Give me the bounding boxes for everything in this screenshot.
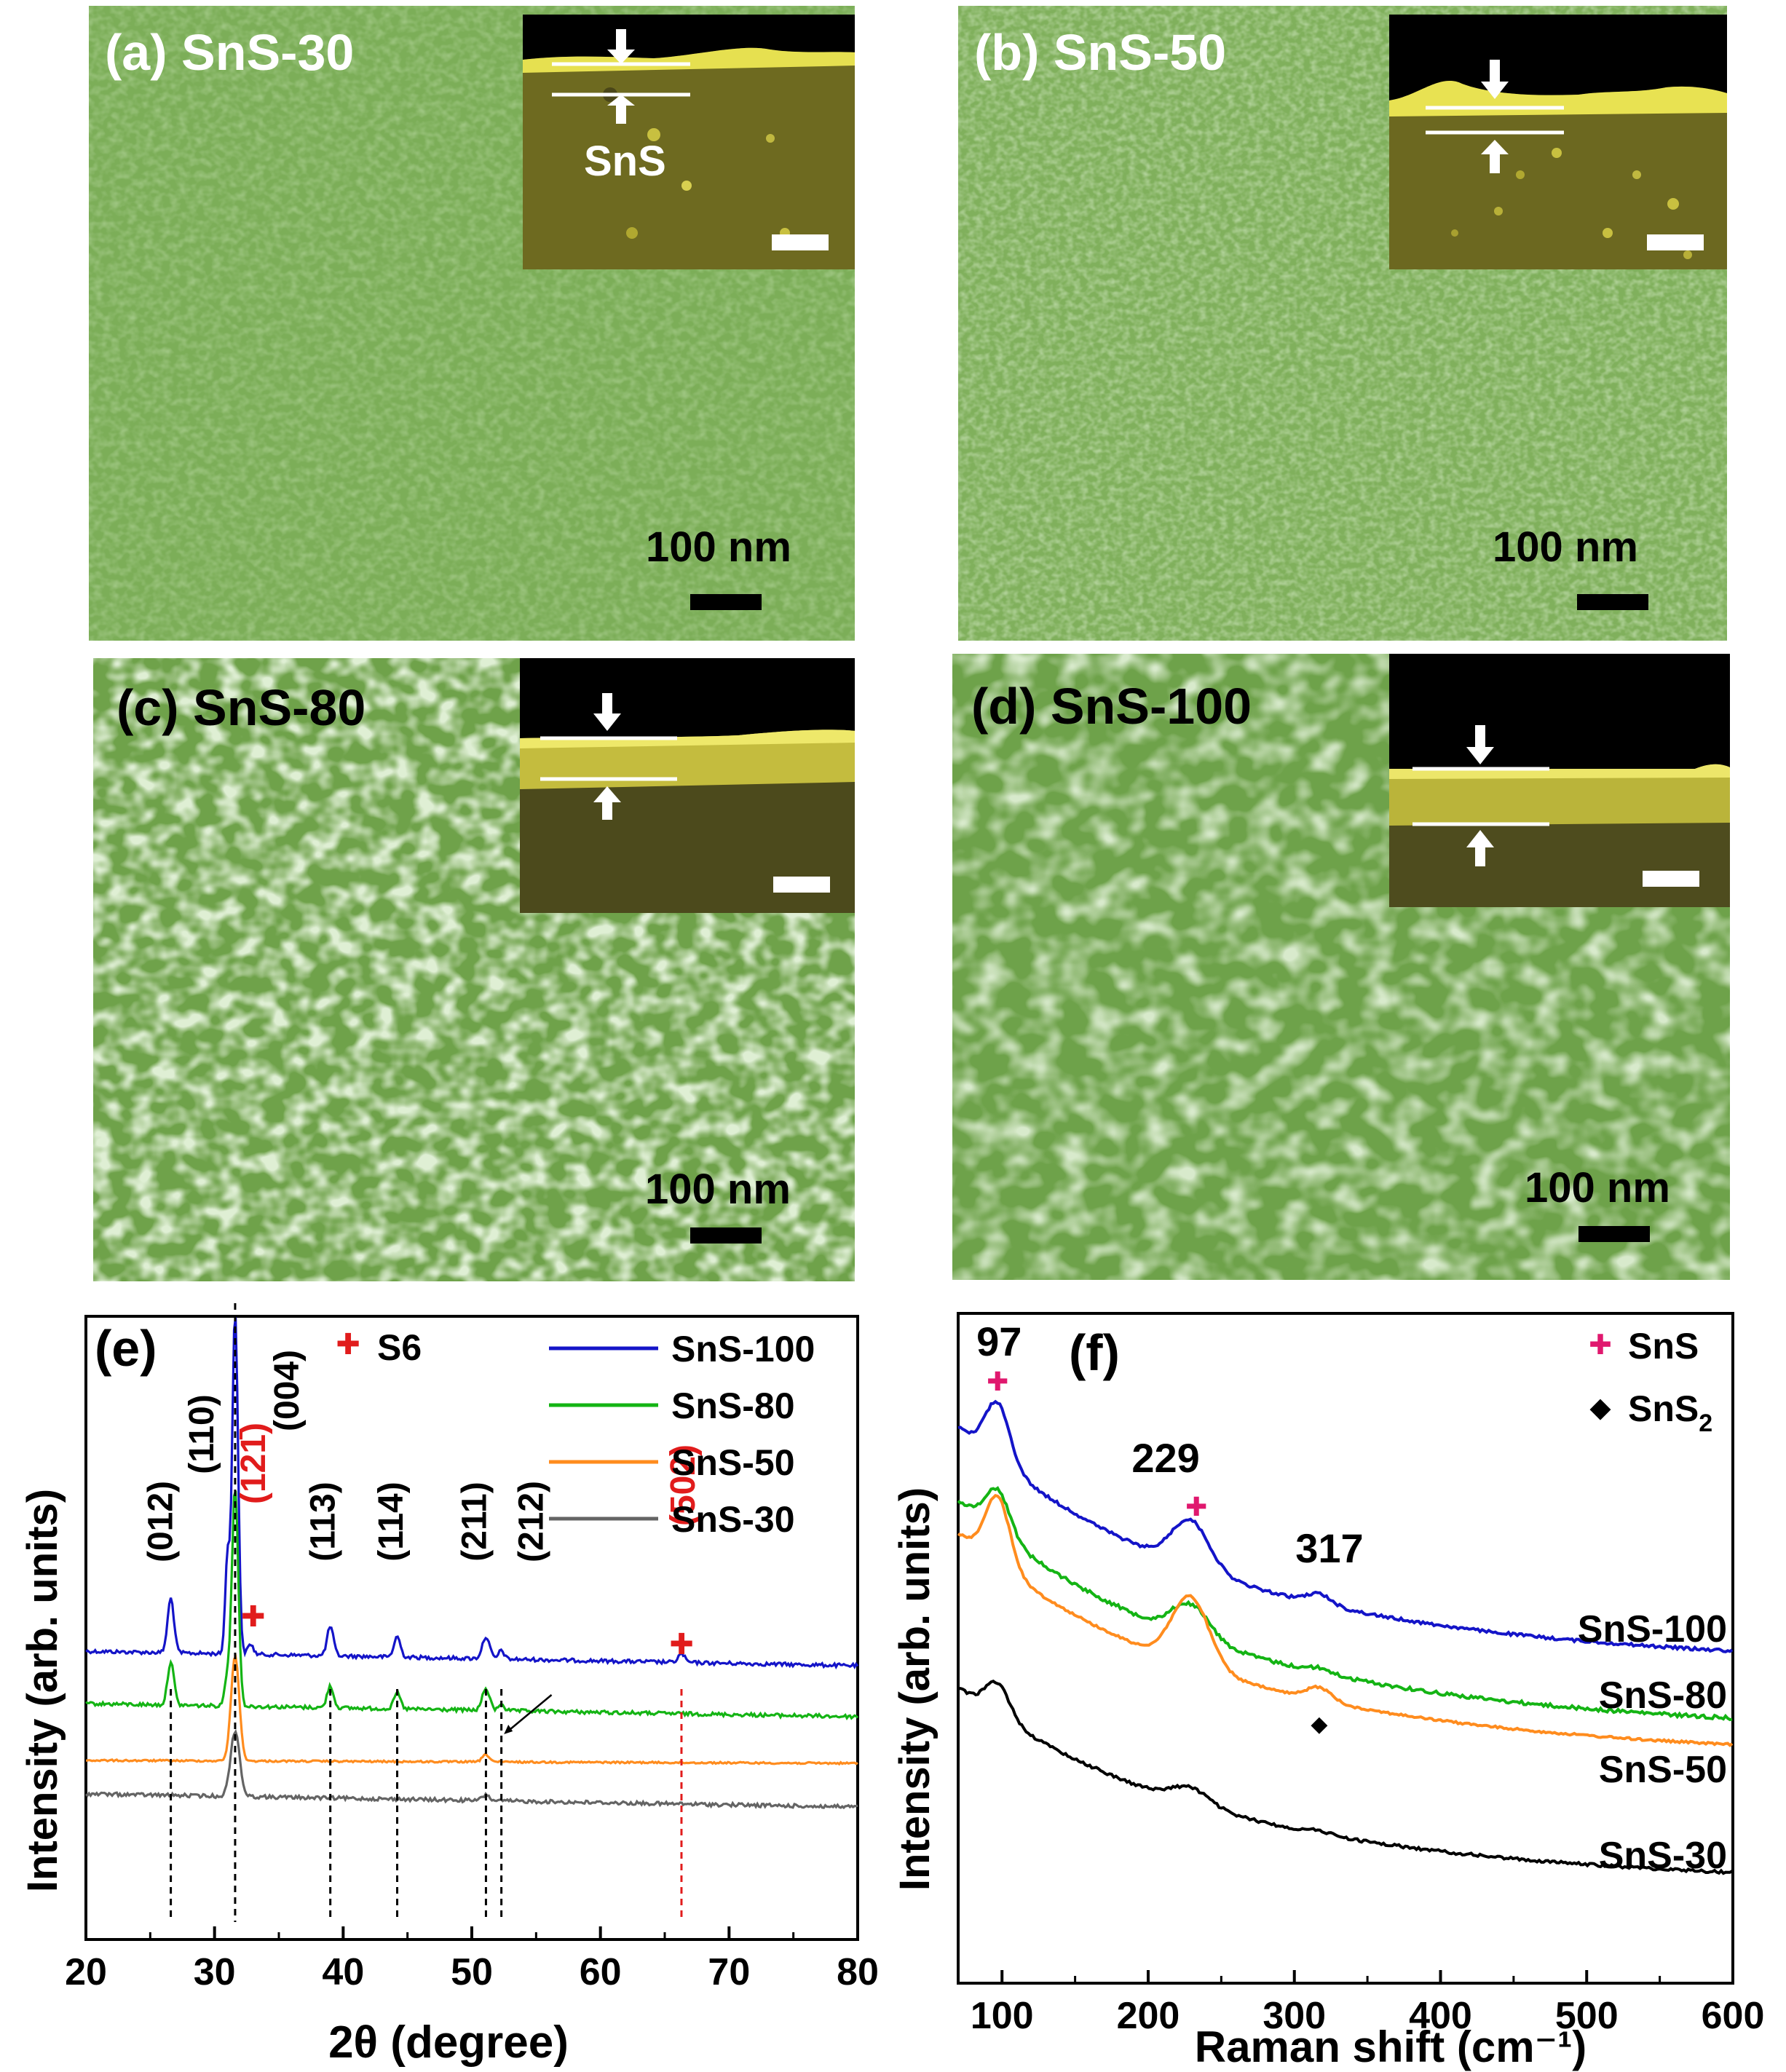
xrd-chart: 20 30 40 50 60 70 80 (012) (110) (004) (121̄) (113… (0, 1281, 896, 2072)
raman-x-tick-label: 100 (971, 1995, 1034, 2037)
xrd-peak-label: (121̄) (234, 1423, 273, 1504)
xrd-x-tick-label: 30 (194, 1951, 236, 1993)
raman-legend-label: SnS2 (1628, 1388, 1712, 1437)
xrd-peak-label: (502) (664, 1444, 703, 1526)
inset-scale-bar-b (1647, 234, 1704, 250)
raman-legend-symbol: ✚ (1589, 1330, 1612, 1361)
xrd-legend-s6-label: S6 (377, 1327, 422, 1368)
xrd-s6-marker: ✚ (241, 1601, 266, 1633)
inset-scale-bar-c (773, 877, 830, 893)
cross-section-inset-b (1389, 15, 1727, 269)
raman-x-tick-label: 500 (1555, 1995, 1619, 2037)
raman-series-sns-100 (957, 1399, 1734, 1653)
xrd-series-sns-50 (85, 1653, 858, 1766)
xrd-s6-marker: ✚ (669, 1629, 694, 1661)
xrd-peak-label: (211) (456, 1482, 494, 1561)
scale-bar-c (690, 1227, 762, 1243)
xrd-series-sns-80 (84, 1490, 859, 1720)
sem-panel-a: (a) SnS-30 SnS 100 nm (89, 6, 855, 641)
raman-legend-label: SnS (1628, 1326, 1699, 1367)
raman-x-tick-label: 400 (1409, 1995, 1472, 2037)
xrd-legend-label: SnS-100 (671, 1329, 815, 1369)
raman-series-label: SnS-100 (1578, 1608, 1727, 1650)
raman-peak-label: 317 (1295, 1525, 1363, 1571)
raman-legend-symbol: ◆ (1589, 1393, 1611, 1423)
raman-x-tick-label: 300 (1263, 1995, 1326, 2037)
raman-series-sns-50 (957, 1493, 1734, 1747)
xrd-peak-label: (110) (183, 1394, 221, 1474)
scale-label-c: 100 nm (645, 1166, 791, 1213)
raman-series-label: SnS-80 (1599, 1674, 1727, 1717)
xrd-arrow-head (504, 1725, 513, 1734)
raman-plot-frame (957, 1312, 1734, 1985)
xrd-arrow (507, 1694, 553, 1732)
scale-label-b: 100 nm (1493, 523, 1638, 571)
cross-section-inset-a: SnS (523, 15, 855, 269)
cross-section-inset-c (520, 658, 855, 913)
raman-panel-label: (f) (1069, 1324, 1120, 1381)
inset-scale-bar-a (772, 234, 829, 250)
xrd-legend-label: SnS-30 (671, 1499, 795, 1540)
xrd-peak-label: (113) (304, 1482, 342, 1561)
xrd-x-tick-label: 70 (708, 1951, 750, 1993)
xrd-series-sns-30 (84, 1728, 858, 1810)
raman-series-label: SnS-30 (1599, 1835, 1727, 1877)
xrd-legend-label: SnS-50 (671, 1442, 795, 1483)
raman-chart: 100 200 300 400 500 600 SnS-100 SnS-80 SnS-50 Sn… (896, 1281, 1786, 2072)
xrd-peak-label: (012) (142, 1481, 181, 1562)
raman-series-sns-80 (957, 1486, 1733, 1722)
raman-x-tick-label: 200 (1117, 1995, 1180, 2037)
scale-bar-b (1577, 594, 1648, 610)
raman-chart-svg: 100 200 300 400 500 600 SnS-100 SnS-80 SnS-50 Sn… (896, 1312, 1765, 2071)
inset-scale-bar-d (1643, 871, 1699, 887)
xrd-x-tick-label: 60 (580, 1951, 622, 1993)
raman-series-sns-30 (957, 1679, 1734, 1875)
xrd-chart-svg: 20 30 40 50 60 70 80 (012)(110) (004)(121̄) (113… (19, 1303, 879, 2068)
xrd-legend-s6-symbol: ✚ (336, 1329, 360, 1361)
xrd-peak-label: (114) (372, 1482, 411, 1561)
xrd-x-tick-label: 20 (65, 1951, 107, 1993)
scale-label-a: 100 nm (646, 523, 791, 571)
raman-sns-marker: ✚ (1185, 1492, 1207, 1522)
xrd-x-axis-label: 2θ (degree) (328, 2017, 569, 2068)
xrd-panel-label: (e) (95, 1320, 157, 1377)
xrd-x-tick-label: 40 (322, 1951, 364, 1993)
sem-panel-d: (d) SnS-100 100 nm (952, 654, 1730, 1280)
panel-label-a: (a) SnS-30 (105, 24, 355, 81)
raman-series-label: SnS-50 (1599, 1749, 1727, 1791)
raman-x-axis-label: Raman shift (cm⁻¹) (1195, 2022, 1587, 2071)
raman-sns2-marker: ◆ (1311, 1712, 1327, 1736)
raman-peak-label: 97 (976, 1318, 1022, 1364)
inset-label-sns: SnS (584, 138, 666, 185)
xrd-peak-label: (212) (512, 1481, 550, 1562)
scale-bar-d (1578, 1226, 1650, 1242)
panel-label-c: (c) SnS-80 (116, 679, 366, 736)
xrd-legend-label: SnS-80 (671, 1385, 795, 1426)
xrd-peak-label: (004) (268, 1350, 307, 1431)
xrd-x-tick-label: 50 (451, 1951, 493, 1993)
sem-panel-b: (b) SnS-50 100 nm (958, 6, 1727, 641)
raman-sns-marker: ✚ (987, 1367, 1008, 1396)
raman-x-tick-label: 600 (1702, 1995, 1765, 2037)
sem-panel-c: (c) SnS-80 100 nm (93, 658, 855, 1281)
panel-label-b: (b) SnS-50 (974, 24, 1227, 81)
xrd-y-axis-label: Intensity (arb. units) (19, 1489, 66, 1892)
raman-y-axis-label: Intensity (arb. units) (896, 1487, 939, 1891)
raman-peak-label: 229 (1131, 1435, 1199, 1481)
scale-label-d: 100 nm (1525, 1164, 1670, 1211)
panel-label-d: (d) SnS-100 (971, 678, 1252, 735)
cross-section-inset-d (1389, 654, 1730, 907)
xrd-series-sns-100 (84, 1317, 859, 1670)
xrd-x-tick-label: 80 (837, 1951, 879, 1993)
scale-bar-a (690, 594, 762, 610)
